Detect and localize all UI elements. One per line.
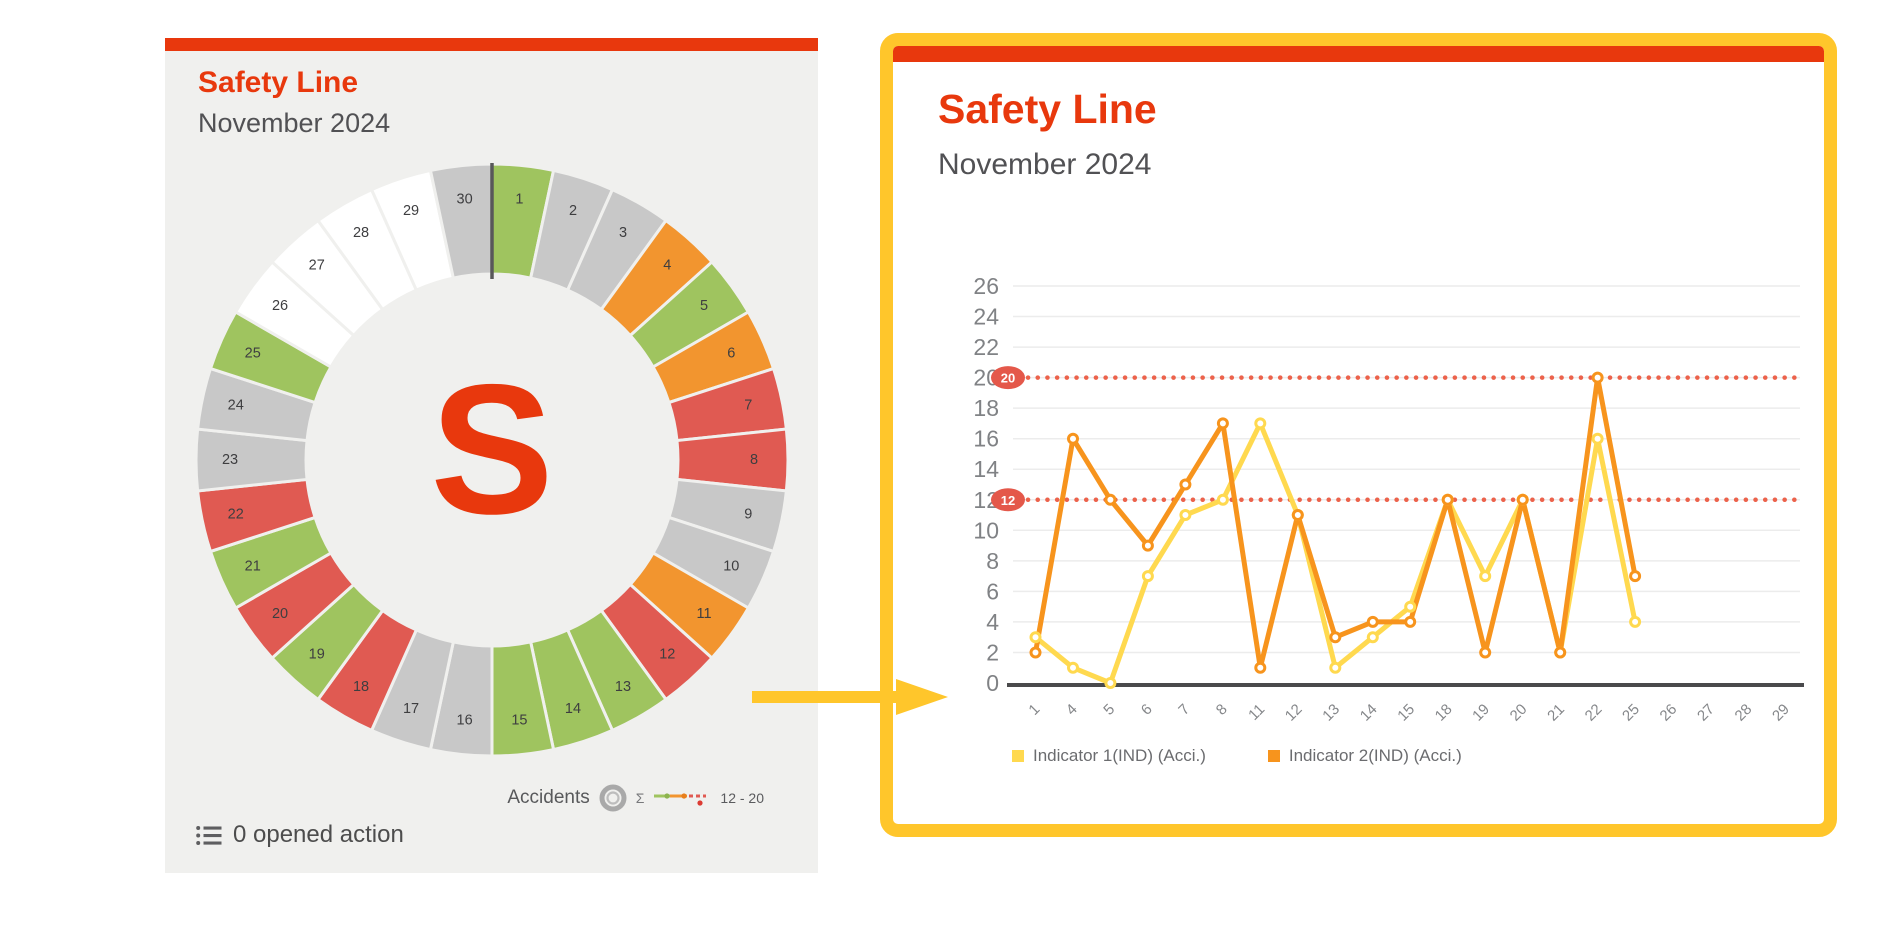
svg-text:14: 14	[973, 456, 999, 482]
svg-text:21: 21	[1544, 701, 1568, 725]
svg-text:9: 9	[744, 507, 752, 523]
svg-text:28: 28	[353, 225, 369, 241]
right-card-subtitle: November 2024	[938, 148, 1152, 181]
svg-text:18: 18	[1432, 701, 1456, 725]
legend-label-indicator-1: Indicator 1(IND) (Acci.)	[1033, 746, 1206, 765]
svg-text:12: 12	[1001, 493, 1015, 508]
svg-text:18: 18	[353, 679, 369, 695]
svg-text:19: 19	[1469, 701, 1493, 725]
svg-text:20: 20	[272, 606, 288, 622]
accidents-legend: Accidents Σ 12 - 20	[507, 782, 764, 814]
svg-text:4: 4	[986, 609, 999, 635]
svg-text:21: 21	[245, 559, 261, 575]
svg-text:12: 12	[1282, 701, 1306, 725]
svg-text:1: 1	[515, 191, 523, 207]
svg-text:2: 2	[986, 639, 999, 665]
calendar-donut-chart[interactable]: 1 2 3 4 5 6 7 8 9 10 11 12 13 14 15 16 17 18 19 20 21 22 23 24 2…	[192, 160, 792, 760]
right-card-title: Safety Line	[938, 86, 1157, 132]
list-icon	[195, 822, 222, 849]
svg-text:26: 26	[973, 273, 999, 299]
left-card-accent-bar	[165, 38, 818, 51]
opened-actions-row[interactable]: 0 opened action	[195, 821, 404, 849]
svg-text:17: 17	[403, 701, 419, 717]
svg-text:5: 5	[1100, 701, 1118, 719]
svg-text:10: 10	[973, 517, 999, 543]
svg-text:3: 3	[619, 225, 627, 241]
svg-text:4: 4	[1063, 701, 1081, 719]
opened-actions-label: 0 opened action	[233, 821, 404, 848]
svg-text:6: 6	[1138, 701, 1156, 719]
svg-text:4: 4	[663, 257, 671, 273]
svg-text:25: 25	[245, 345, 261, 361]
svg-text:7: 7	[1175, 701, 1193, 719]
svg-text:25: 25	[1619, 701, 1643, 725]
svg-text:24: 24	[973, 304, 999, 330]
svg-text:27: 27	[309, 257, 325, 273]
svg-text:14: 14	[565, 701, 581, 717]
svg-text:20: 20	[1507, 701, 1531, 725]
svg-text:19: 19	[309, 647, 325, 663]
svg-text:29: 29	[1769, 701, 1793, 725]
svg-text:29: 29	[403, 203, 419, 219]
svg-text:18: 18	[973, 395, 999, 421]
right-card-accent-bar	[893, 46, 1824, 62]
svg-text:6: 6	[986, 578, 999, 604]
svg-text:8: 8	[750, 452, 758, 468]
svg-text:8: 8	[986, 548, 999, 574]
svg-text:S: S	[430, 347, 553, 553]
chart-legend: Indicator 1(IND) (Acci.) Indicator 2(IND…	[1012, 746, 1462, 766]
svg-text:7: 7	[744, 398, 752, 414]
svg-text:16: 16	[973, 426, 999, 452]
svg-text:11: 11	[1245, 701, 1268, 724]
svg-text:24: 24	[228, 398, 244, 414]
drilldown-arrow	[750, 676, 952, 723]
sigma-symbol: Σ	[635, 790, 645, 806]
svg-text:26: 26	[1657, 701, 1681, 725]
svg-text:5: 5	[700, 298, 708, 314]
svg-text:15: 15	[1394, 701, 1418, 725]
svg-text:15: 15	[511, 713, 527, 729]
svg-text:22: 22	[228, 507, 244, 523]
legend-item-indicator-1: Indicator 1(IND) (Acci.)	[1012, 746, 1206, 766]
svg-text:13: 13	[615, 679, 631, 695]
svg-text:22: 22	[973, 334, 999, 360]
threshold-sparkline	[653, 789, 711, 807]
svg-text:10: 10	[723, 559, 739, 575]
svg-text:27: 27	[1694, 701, 1718, 725]
left-card-title: Safety Line	[198, 66, 359, 99]
legend-label-indicator-2: Indicator 2(IND) (Acci.)	[1288, 746, 1462, 765]
svg-text:6: 6	[727, 345, 735, 361]
svg-text:2: 2	[569, 203, 577, 219]
safety-line-detail-card: Safety Line November 2024 0 2 4 6 8 10 12 14 16 1…	[880, 33, 1837, 837]
svg-text:16: 16	[457, 713, 473, 729]
svg-text:28: 28	[1732, 701, 1756, 725]
indicators-line-chart: 0 2 4 6 8 10 12 14 16 18 20 22 24 26 1 4 5 6 7 8 11 12 13 14 15 1…	[948, 251, 1808, 731]
svg-text:23: 23	[222, 452, 238, 468]
svg-text:14: 14	[1357, 701, 1381, 725]
svg-text:26: 26	[272, 298, 288, 314]
svg-text:12: 12	[659, 647, 675, 663]
svg-text:20: 20	[1001, 371, 1015, 386]
svg-text:13: 13	[1319, 701, 1343, 725]
legend-swatch-indicator-1	[1012, 750, 1024, 762]
threshold-range: 12 - 20	[720, 790, 764, 806]
left-card-subtitle: November 2024	[198, 108, 391, 138]
svg-text:8: 8	[1213, 701, 1231, 719]
svg-text:22: 22	[1582, 701, 1606, 725]
legend-swatch-indicator-2	[1267, 750, 1280, 762]
svg-text:11: 11	[696, 606, 711, 622]
legend-item-indicator-2: Indicator 2(IND) (Acci.)	[1267, 746, 1462, 766]
svg-text:0: 0	[986, 670, 999, 696]
svg-text:30: 30	[457, 191, 473, 207]
safety-line-summary-card: Safety Line November 2024 1 2 3 4 5 6 7 8 9 10 11 1…	[165, 38, 818, 873]
accidents-label: Accidents	[507, 787, 590, 808]
target-icon	[599, 784, 627, 812]
svg-text:1: 1	[1025, 701, 1043, 719]
